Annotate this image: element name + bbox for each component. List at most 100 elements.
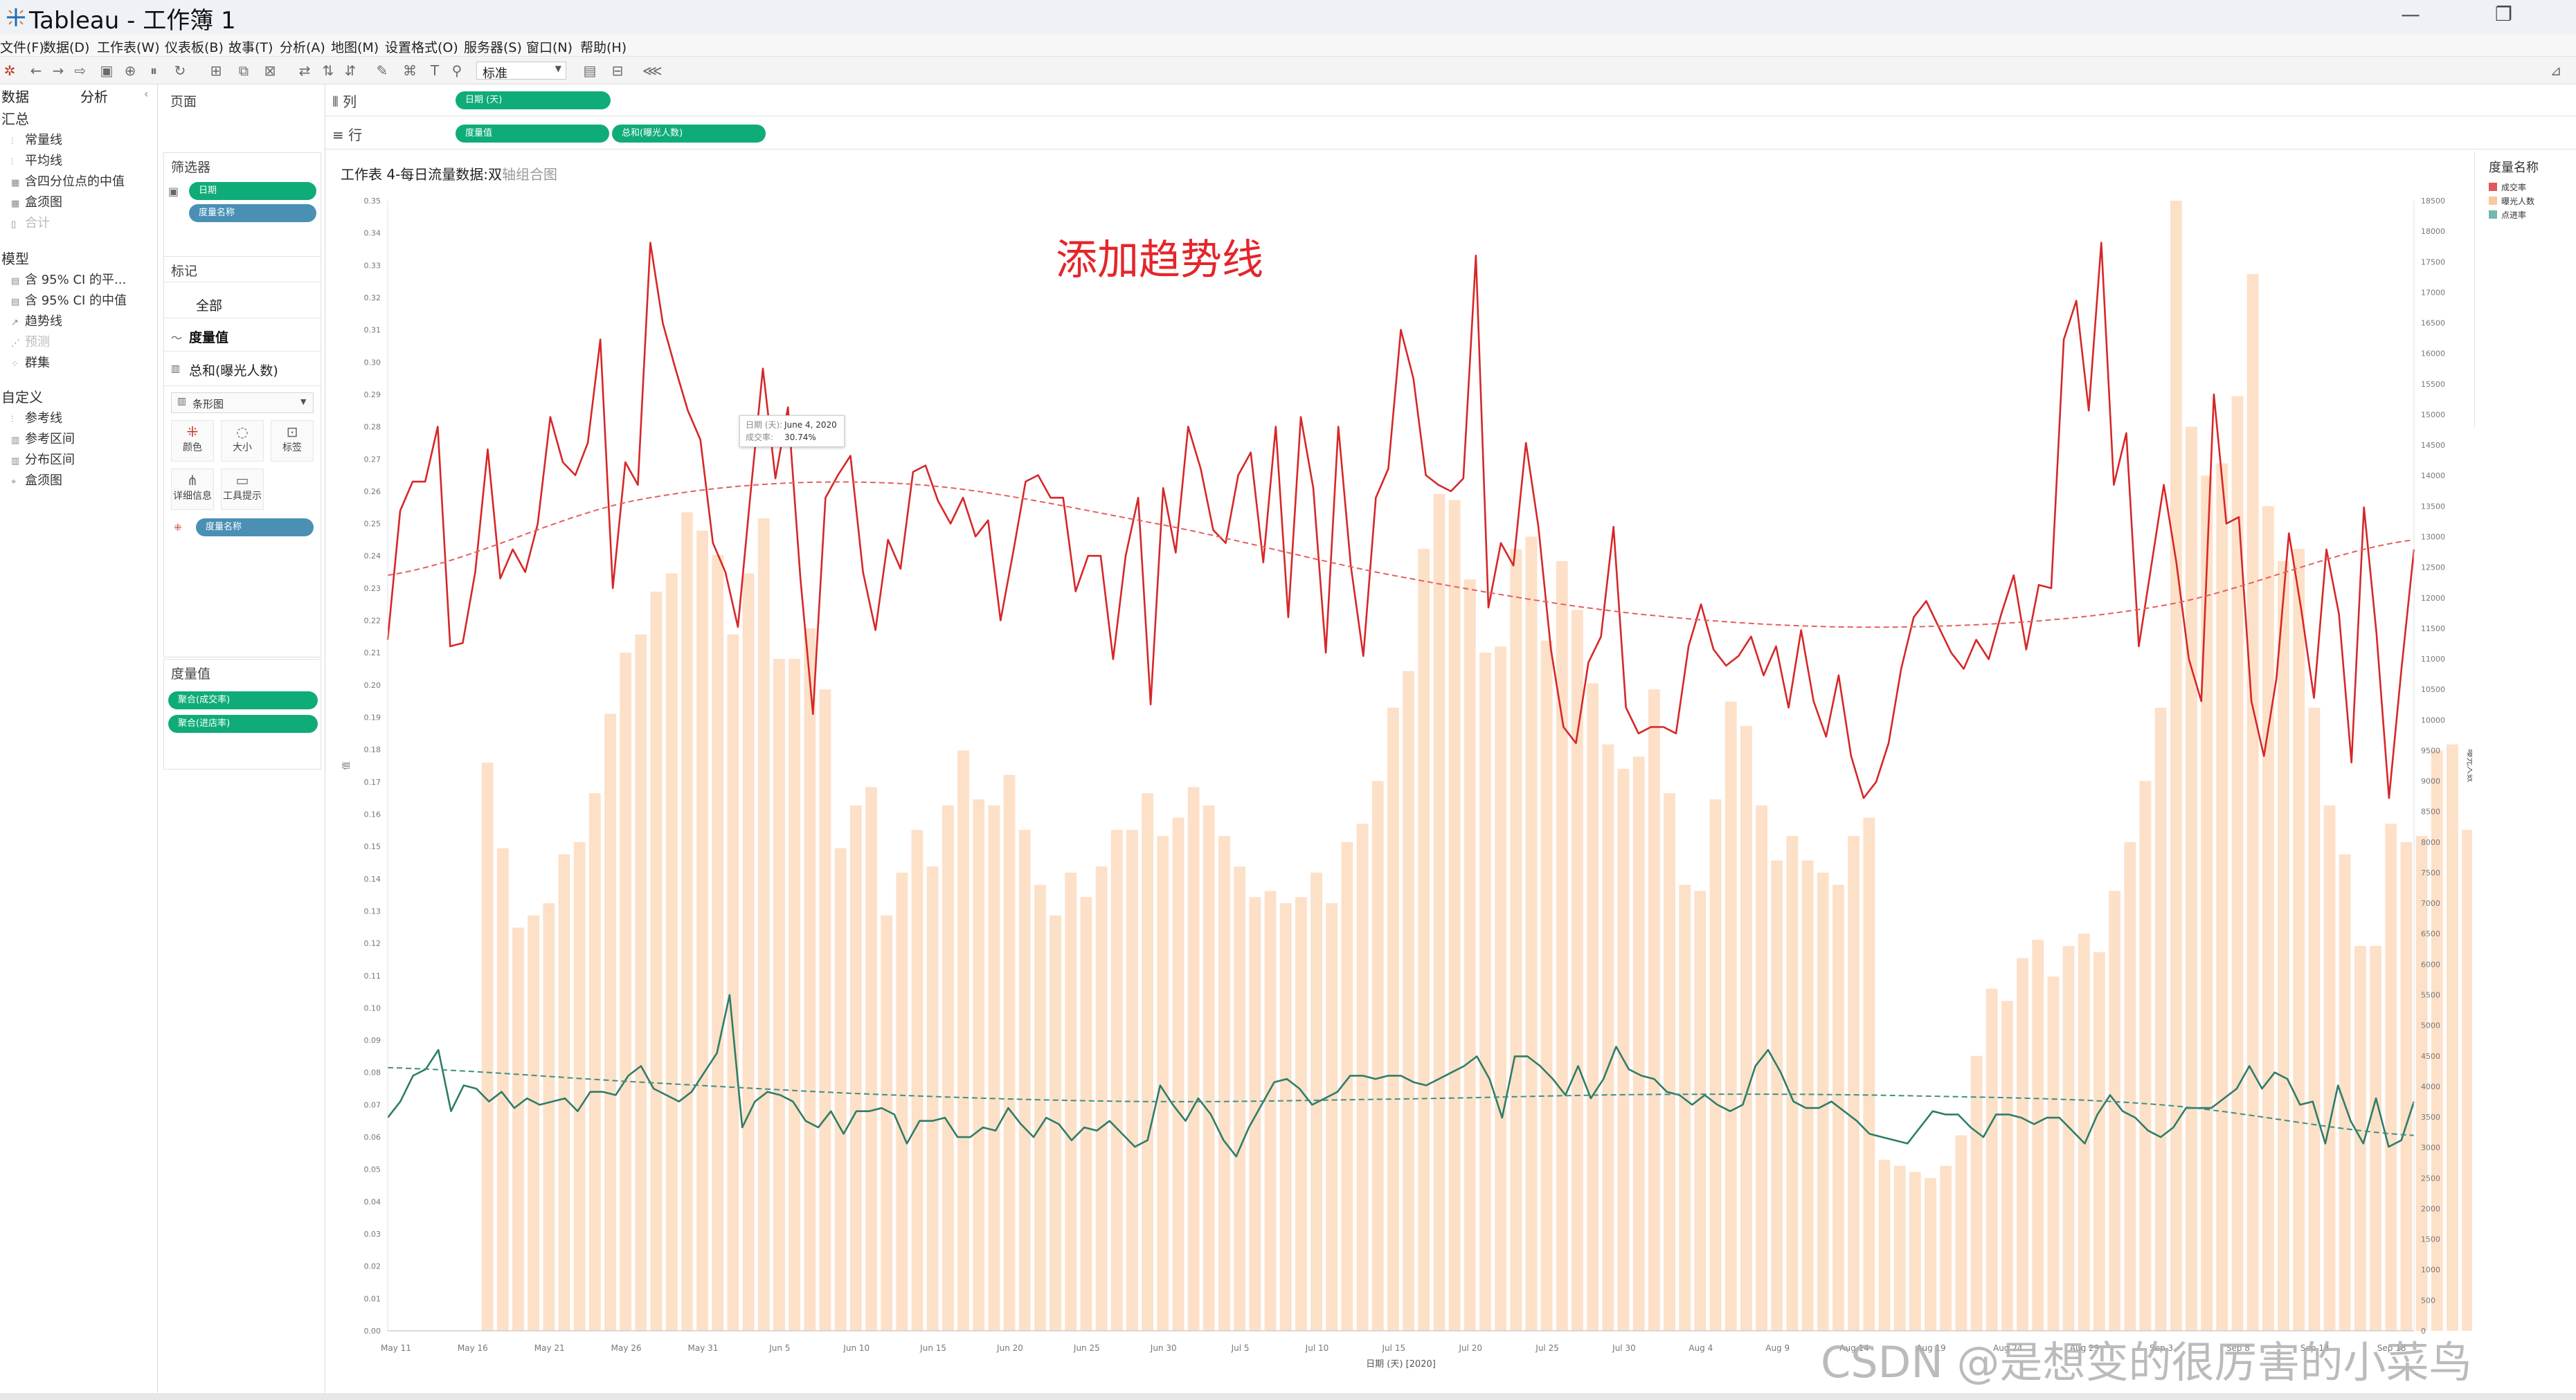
- dual-axis-chart[interactable]: 0.00 0.01 0.02 0.03 0.04 0.05 0.06 0.07 0.08 0.09…: [330, 188, 2472, 1388]
- menu-help[interactable]: 帮助(H): [580, 40, 627, 55]
- exposure-bar: [665, 573, 678, 1331]
- marks-tab-measure-values[interactable]: 度量值: [189, 330, 229, 345]
- analytics-item-average-line[interactable]: ⫶ 平均线: [11, 154, 62, 168]
- analytics-item-distribution-band[interactable]: ▥ 分布区间: [11, 453, 75, 467]
- y-left-tick-label: 0.06: [364, 1133, 381, 1142]
- presentation-icon[interactable]: ⊟: [611, 62, 624, 79]
- marks-tab-sum-exposure[interactable]: 总和(曝光人数): [189, 363, 278, 379]
- swap-icon[interactable]: ⇄: [298, 62, 311, 79]
- menu-format[interactable]: 设置格式(O): [385, 40, 458, 55]
- mark-color-button[interactable]: ⁜ 颜色: [171, 420, 214, 462]
- analytics-item-cluster[interactable]: ⁘ 群集: [11, 356, 50, 370]
- rows-pill-measure-values[interactable]: 度量值: [456, 125, 609, 143]
- color-pill-measure-names[interactable]: 度量名称: [196, 518, 314, 536]
- y-right-tick-label: 14000: [2421, 471, 2445, 480]
- exposure-bar: [865, 787, 877, 1331]
- menu-dashboard[interactable]: 仪表板(B): [165, 40, 224, 55]
- analytics-item-average-ci[interactable]: ▤ 含 95% CI 的平...: [11, 273, 127, 287]
- analytics-item-icon: ⫶: [11, 136, 14, 147]
- analytics-item-custom-box-plot[interactable]: ⌖ 盒须图: [11, 473, 62, 488]
- mark-size-button[interactable]: ◌ 大小: [221, 420, 264, 462]
- cluster-icon: ⁘: [11, 359, 19, 370]
- filter-pill-date[interactable]: 日期: [189, 182, 316, 200]
- legend-item-exposure[interactable]: 曝光人数: [2489, 195, 2534, 207]
- x-tick-label: Sep 18: [2377, 1343, 2406, 1353]
- measure-values-card-title: 度量值: [171, 666, 211, 682]
- exposure-bar: [2017, 958, 2028, 1331]
- new-data-source-icon[interactable]: ⊕: [124, 62, 136, 79]
- exposure-bar: [1157, 836, 1169, 1331]
- columns-pill-date-day[interactable]: 日期 (天): [456, 91, 611, 109]
- pause-icon[interactable]: ⏸: [150, 62, 157, 79]
- menu-worksheet[interactable]: 工作表(W): [97, 40, 160, 55]
- highlight-icon[interactable]: ✎: [376, 62, 388, 79]
- refresh-icon[interactable]: ↻: [174, 62, 186, 79]
- analytics-item-constant-line[interactable]: ⫶ 常量线: [11, 133, 62, 147]
- minimize-button[interactable]: —: [2401, 3, 2420, 26]
- pages-card[interactable]: 页面: [163, 84, 321, 151]
- x-tick-label: May 26: [611, 1343, 642, 1353]
- mark-detail-button[interactable]: ⋔ 详细信息: [171, 469, 214, 510]
- columns-shelf[interactable]: ⦀ 列 日期 (天): [325, 84, 2576, 116]
- x-tick-label: Jul 25: [1535, 1343, 1559, 1353]
- rows-shelf[interactable]: ≡ 行 度量值 总和(曝光人数): [325, 118, 2576, 149]
- y-left-tick-label: 0.10: [364, 1003, 381, 1012]
- menu-data[interactable]: 数据(D): [43, 40, 90, 55]
- show-cards-icon[interactable]: ▤: [583, 62, 597, 79]
- x-tick-label: Aug 24: [1993, 1343, 2023, 1353]
- filter-pill-measure-names[interactable]: 度量名称: [189, 204, 316, 222]
- menu-window[interactable]: 窗口(N): [526, 40, 573, 55]
- marks-tab-all[interactable]: 全部: [196, 298, 223, 313]
- menu-story[interactable]: 故事(T): [228, 40, 273, 55]
- mark-label-button[interactable]: ⊡ 标签: [271, 420, 314, 462]
- duplicate-sheet-icon[interactable]: ⧉: [238, 62, 249, 79]
- exposure-bar: [1142, 793, 1154, 1331]
- undo-icon[interactable]: ←: [30, 62, 42, 79]
- measure-pill-conversion[interactable]: 聚合(成交率): [168, 691, 318, 709]
- exposure-bar: [1848, 836, 1860, 1331]
- share-icon[interactable]: ⋘: [642, 62, 663, 79]
- legend-item-ctr[interactable]: 点进率: [2489, 209, 2526, 221]
- x-tick-label: Aug 29: [2070, 1343, 2100, 1353]
- new-sheet-icon[interactable]: ⊞: [210, 62, 222, 79]
- fit-dropdown[interactable]: 标准 ▼: [476, 62, 566, 81]
- analytics-item-trend-line[interactable]: ↗ 趋势线: [11, 314, 62, 329]
- rows-pill-sum-exposure[interactable]: 总和(曝光人数): [612, 125, 766, 143]
- analytics-item-reference-band[interactable]: ▥ 参考区间: [11, 432, 75, 446]
- show-me-icon[interactable]: ⊿: [2550, 62, 2562, 79]
- legend-item-conversion[interactable]: 成交率: [2489, 181, 2526, 193]
- exposure-bar: [1187, 787, 1200, 1331]
- sort-desc-icon[interactable]: ⇵: [344, 62, 357, 79]
- labels-icon[interactable]: T: [430, 62, 440, 79]
- exposure-bar: [1279, 903, 1292, 1331]
- tableau-logo-icon[interactable]: ✲: [3, 62, 16, 79]
- forward-icon[interactable]: ⇨: [74, 62, 87, 79]
- restore-button[interactable]: ❐: [2495, 3, 2513, 26]
- collapse-pane-icon[interactable]: ‹: [144, 87, 149, 100]
- exposure-bar: [2246, 273, 2259, 1331]
- measure-pill-ctr[interactable]: 聚合(进店率): [168, 715, 318, 733]
- menu-server[interactable]: 服务器(S): [464, 40, 522, 55]
- analytics-item-median-ci[interactable]: ▤ 含 95% CI 的中值: [11, 293, 127, 308]
- clear-sheet-icon[interactable]: ⊠: [264, 62, 276, 79]
- y-right-tick-label: 8000: [2421, 838, 2440, 847]
- menu-map[interactable]: 地图(M): [331, 40, 379, 55]
- exposure-bar: [957, 750, 969, 1331]
- save-icon[interactable]: ▣: [100, 62, 114, 79]
- mark-type-dropdown[interactable]: ▥ 条形图 ▼: [171, 392, 314, 413]
- group-icon[interactable]: ⌘: [403, 62, 417, 79]
- analytics-item-reference-line[interactable]: ⫶ 参考线: [11, 411, 62, 426]
- redo-icon[interactable]: →: [52, 62, 64, 79]
- exposure-bar: [942, 805, 954, 1331]
- tab-analytics[interactable]: 分析: [80, 89, 108, 105]
- tab-data[interactable]: 数据: [1, 89, 29, 105]
- y-left-tick-label: 0.13: [364, 907, 381, 916]
- analytics-item-box-plot[interactable]: ▦ 盒须图: [11, 195, 62, 210]
- menu-file[interactable]: 文件(F): [0, 40, 44, 55]
- pin-icon[interactable]: ⚲: [451, 62, 462, 79]
- analytics-item-median-quartiles[interactable]: ▦ 含四分位点的中值: [11, 174, 125, 189]
- menu-analysis[interactable]: 分析(A): [280, 40, 325, 55]
- sort-asc-icon[interactable]: ⇅: [322, 62, 334, 79]
- mark-tooltip-button[interactable]: ▭ 工具提示: [221, 469, 264, 510]
- exposure-bar: [1448, 500, 1461, 1331]
